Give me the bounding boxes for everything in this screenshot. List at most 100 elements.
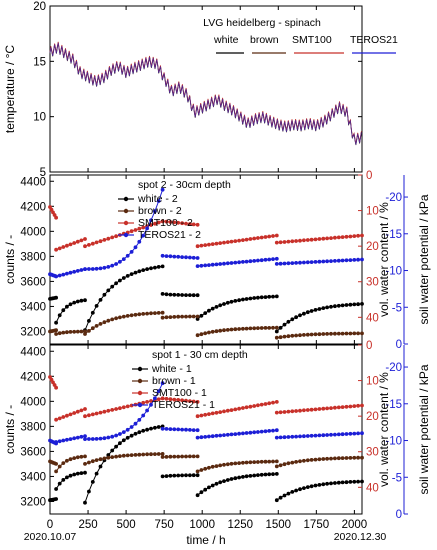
data-point xyxy=(195,244,200,249)
series-line xyxy=(55,472,86,490)
temp-series-line xyxy=(49,43,362,146)
potential-ytick-label: -20 xyxy=(385,362,402,374)
legend-swatch-marker xyxy=(123,196,129,202)
counts-ytick-label: 3400 xyxy=(20,471,46,483)
counts-ytick-label: 4000 xyxy=(20,396,46,408)
legend-label: TEROS21 - 1 xyxy=(152,399,215,411)
spot1-panel: spot 1 - 30 cm depth 3200 3400 3600 3800 400… xyxy=(3,340,431,547)
data-point xyxy=(54,215,58,220)
series-line xyxy=(162,428,198,431)
vwc-ytick-label: 20 xyxy=(366,411,379,423)
legend-label: brown - 1 xyxy=(152,375,196,387)
series-line xyxy=(162,255,198,259)
counts-ytick-label: 3600 xyxy=(20,446,46,458)
temp-series-line xyxy=(49,42,362,145)
vwc-ytick-label: 0 xyxy=(366,170,372,182)
xtick-label: 1250 xyxy=(227,519,253,531)
series-line xyxy=(197,401,277,417)
vwc-ylabel: vol. water content / % xyxy=(377,202,391,317)
temp-ylabel: temperature / °C xyxy=(3,45,17,134)
xtick-label: 250 xyxy=(78,519,97,531)
series-line xyxy=(197,258,277,267)
series-line xyxy=(49,329,57,332)
temperature-panel: LVG heidelberg - spinach 5 10 15 20 temperat… xyxy=(3,1,398,179)
series-line xyxy=(84,382,164,440)
temp-legend-label-1: brown xyxy=(250,34,279,46)
counts-ylabel: counts / - xyxy=(3,235,17,284)
series-line xyxy=(276,259,363,265)
vwc-ytick-label: 10 xyxy=(366,376,379,388)
series-line xyxy=(162,316,198,319)
series-line xyxy=(276,432,363,439)
series-line xyxy=(49,206,57,218)
legend-label: brown - 2 xyxy=(138,205,182,217)
series-line xyxy=(55,268,86,277)
series-line xyxy=(276,332,362,339)
xtick-label: 1750 xyxy=(304,519,330,531)
series-line xyxy=(84,453,163,465)
counts-ytick-label: 3600 xyxy=(20,276,46,288)
counts-ytick-label: 4400 xyxy=(20,346,46,358)
legend-swatch-marker xyxy=(123,208,129,214)
series-line xyxy=(55,299,86,323)
series-line xyxy=(55,408,86,421)
temp-ytick-label: 5 xyxy=(40,167,46,179)
series-line xyxy=(197,295,277,320)
end-date-label: 2020.12.30 xyxy=(334,531,387,543)
counts-ytick-label: 3200 xyxy=(20,496,46,508)
potential-ytick-label: 0 xyxy=(396,509,402,521)
data-point xyxy=(195,222,200,227)
vwc-ytick-label: 30 xyxy=(366,277,379,289)
series-line xyxy=(84,312,163,335)
legend-swatch-marker xyxy=(137,366,143,372)
xtick-label: 500 xyxy=(117,519,136,531)
counts-ytick-label: 3800 xyxy=(20,421,46,433)
legend-swatch-marker xyxy=(137,378,143,384)
series-line xyxy=(162,474,198,477)
temp-ytick-label: 20 xyxy=(33,1,46,13)
series-line xyxy=(84,397,163,417)
spot1-annotation: spot 1 - 30 cm depth xyxy=(152,349,248,361)
start-date-label: 2020.10.07 xyxy=(24,531,77,543)
series-line xyxy=(276,457,362,467)
data-point xyxy=(54,247,58,252)
potential-ytick-label: -15 xyxy=(385,399,402,411)
series-line xyxy=(197,473,277,496)
legend-swatch-marker xyxy=(123,220,129,226)
xtick-label: 0 xyxy=(47,519,53,531)
potential-ylabel: soil water potential / kPa xyxy=(417,364,431,494)
temp-ytick-label: 15 xyxy=(33,56,46,68)
series-line xyxy=(197,429,277,439)
series-line xyxy=(276,405,363,414)
series-line xyxy=(276,481,363,501)
series-line xyxy=(162,397,198,403)
legend-label: SMT100 - 1 xyxy=(152,387,207,399)
vwc-ytick-label: 40 xyxy=(366,312,379,324)
counts-ytick-label: 4200 xyxy=(20,201,46,213)
series-line xyxy=(84,425,163,503)
legend-label: TEROS21 - 2 xyxy=(138,229,201,241)
vwc-ytick-label: 10 xyxy=(366,206,379,218)
vwc-ylabel: vol. water content / % xyxy=(377,372,391,487)
temperature-chart-title: LVG heidelberg - spinach xyxy=(203,17,321,29)
potential-ytick-label: -5 xyxy=(392,302,402,314)
series-line xyxy=(84,220,163,247)
legend-swatch-marker xyxy=(137,402,143,408)
counts-ytick-label: 4000 xyxy=(20,226,46,238)
series-line xyxy=(49,460,57,465)
series-line xyxy=(276,235,363,244)
series-line xyxy=(55,331,85,335)
x-axis-title: time / h xyxy=(186,533,225,547)
series-line xyxy=(162,293,198,296)
vwc-ytick-label: 0 xyxy=(366,340,372,352)
counts-ytick-label: 3200 xyxy=(20,326,46,338)
potential-ylabel: soil water potential / kPa xyxy=(417,194,431,324)
counts-ytick-label: 4400 xyxy=(20,176,46,188)
panel-0-frame xyxy=(49,5,363,173)
xtick-label: 2000 xyxy=(342,519,368,531)
legend-label: white - 2 xyxy=(137,193,178,205)
potential-ytick-label: -10 xyxy=(385,436,402,448)
temp-legend-label-2: SMT100 xyxy=(292,34,332,46)
series-line xyxy=(84,265,163,331)
series-line xyxy=(84,189,164,270)
